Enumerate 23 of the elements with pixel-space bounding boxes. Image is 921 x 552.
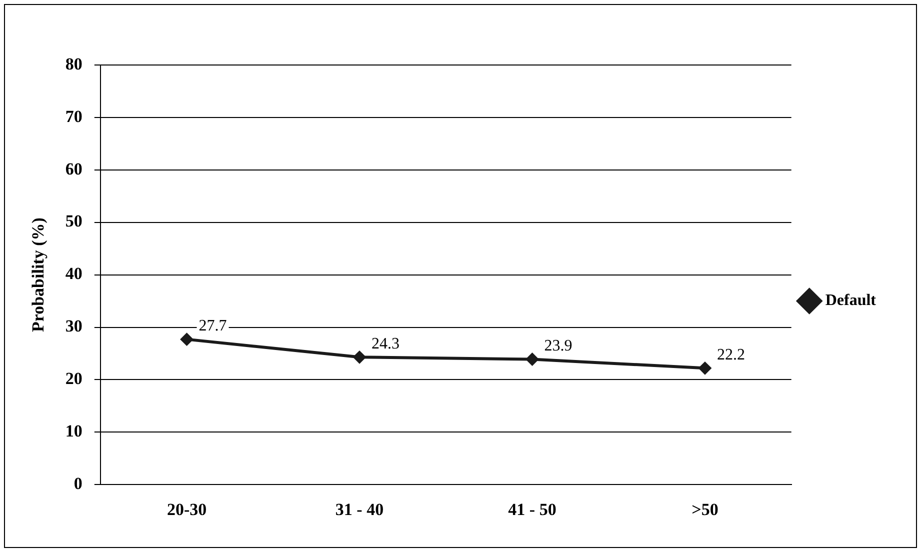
x-tick-label: >50	[692, 500, 718, 520]
point	[353, 350, 366, 364]
point	[698, 362, 712, 375]
data-label: 23.9	[544, 337, 572, 354]
y-tick-label: 50	[65, 212, 82, 231]
y-tick-label: 60	[65, 159, 82, 178]
y-tick-label: 10	[65, 422, 82, 441]
point	[526, 352, 539, 366]
y-tick-label: 20	[65, 369, 82, 388]
data-label: 27.7	[198, 318, 227, 335]
data-label: 22.2	[716, 346, 745, 364]
point	[180, 332, 194, 346]
legend-label: Default	[825, 292, 877, 310]
y-tick-label: 70	[65, 106, 82, 126]
x-tick-label: 41 - 50	[508, 500, 556, 520]
y-axis-title: Probability (%)	[28, 218, 48, 332]
x-tick-label: 31 - 40	[335, 500, 384, 520]
y-tick-label: 80	[65, 54, 82, 74]
y-tick-label: 40	[65, 264, 82, 284]
y-tick-label: 30	[65, 316, 82, 336]
y-tick-label: 0	[74, 474, 82, 493]
x-tick-label: 20-30	[166, 500, 207, 520]
data-label: 24.3	[372, 335, 400, 352]
